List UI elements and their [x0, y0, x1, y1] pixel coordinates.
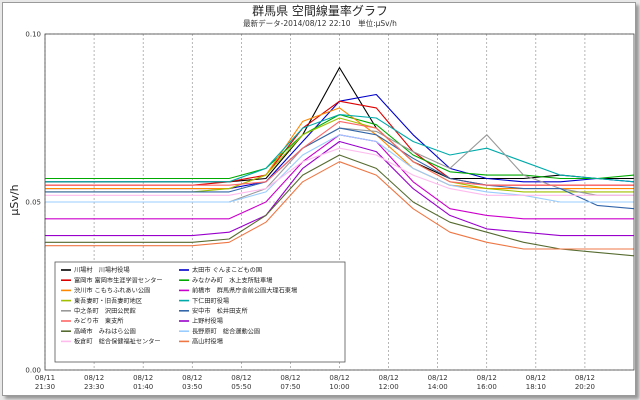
legend-label: 上野村役場 [192, 317, 223, 325]
x-tick-date: 08/11 [35, 374, 55, 382]
legend-label: 板倉町 総合保健福祉センター [74, 338, 161, 346]
x-tick-date: 08/12 [133, 374, 153, 382]
x-tick-date: 08/12 [182, 374, 202, 382]
x-tick-time: 20:20 [575, 383, 595, 391]
series-line [45, 120, 634, 186]
chart-title: 群馬県 空間線量率グラフ [252, 3, 388, 18]
legend-label: 渋川市 こもちふれあい公園 [74, 287, 150, 295]
x-tick-time: 18:10 [526, 383, 546, 391]
legend-label: 太田市 ぐんまこどもの国 [192, 266, 262, 274]
y-tick-label: 0.05 [25, 199, 41, 207]
legend-label: みなかみ町 水上支所駐車場 [192, 276, 272, 284]
x-tick-time: 12:00 [378, 383, 398, 391]
legend-label: 前橋市 群馬県庁舎前公園大理石東場 [192, 287, 297, 295]
x-tick-date: 08/12 [231, 374, 251, 382]
series-line [45, 154, 635, 257]
x-tick-date: 08/12 [575, 374, 595, 382]
x-tick-time: 03:50 [182, 383, 202, 391]
y-tick-label: 0.00 [25, 367, 41, 375]
x-tick-time: 01:40 [133, 383, 153, 391]
chart-subtitle: 最新データ-2014/08/12 22:10 単位:μSv/h [243, 18, 397, 28]
axes: 0.000.050.1008/1121:3008/1223:3008/1201:… [25, 31, 635, 391]
x-tick-time: 10:00 [329, 383, 349, 391]
x-tick-date: 08/12 [428, 374, 448, 382]
x-tick-date: 08/12 [378, 374, 398, 382]
x-tick-time: 16:00 [477, 383, 497, 391]
x-tick-date: 08/12 [329, 374, 349, 382]
legend-label: 中之条町 沢田公民館 [74, 307, 136, 315]
legend-label: 高崎市 みねはら公園 [74, 327, 136, 335]
series-line [45, 140, 634, 237]
series-line [45, 127, 635, 210]
series-lines [45, 67, 635, 257]
x-tick-time: 07:50 [280, 383, 300, 391]
legend-label: みどり市 東支所 [74, 317, 124, 325]
series-line [45, 134, 634, 203]
legend-label: 富岡市 富岡市生涯学習センター [74, 276, 163, 284]
y-axis-label: μSv/h [8, 184, 21, 215]
x-tick-time: 21:30 [35, 383, 55, 391]
plot-border [44, 33, 635, 371]
series-line [45, 114, 635, 183]
y-tick-label: 0.10 [25, 31, 41, 39]
legend-label: 川場村 川場村役場 [74, 266, 130, 274]
legend-label: 下仁田町役場 [192, 297, 229, 305]
x-tick-time: 14:00 [428, 383, 448, 391]
legend-label: 長野原町 総合運動公園 [192, 327, 260, 335]
x-tick-date: 08/12 [477, 374, 497, 382]
x-tick-date: 08/12 [280, 374, 300, 382]
legend-label: 高山村役場 [192, 338, 223, 346]
legend-box [54, 261, 346, 363]
x-tick-date: 08/12 [526, 374, 546, 382]
x-tick-time: 05:50 [231, 383, 251, 391]
legend-label: 東吾妻町・旧吾妻町地区 [74, 297, 142, 305]
series-line [45, 147, 634, 196]
legend-label: 安中市 松井田支所 [192, 307, 248, 315]
x-tick-date: 08/12 [84, 374, 104, 382]
series-line [45, 161, 634, 250]
x-tick-time: 23:30 [84, 383, 104, 391]
